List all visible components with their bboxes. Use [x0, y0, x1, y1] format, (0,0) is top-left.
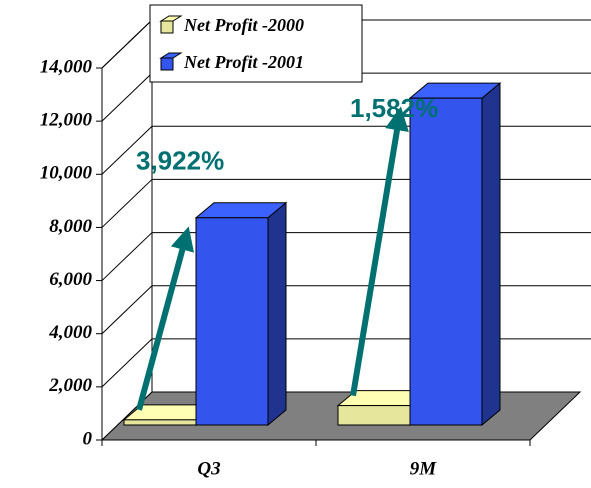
legend-swatch: [160, 57, 174, 71]
grid-line: [101, 72, 153, 122]
legend: [149, 4, 363, 83]
y-tick-label: 2,000: [48, 375, 92, 396]
bar-side: [267, 201, 287, 427]
grid-line: [101, 125, 153, 175]
grid-line: [101, 232, 153, 281]
bar-side: [481, 82, 501, 427]
grid-line: [101, 285, 153, 335]
x-tick-label: Q3: [197, 458, 220, 479]
annotation: 1,582%: [350, 93, 438, 123]
legend-label: Net Profit -2001: [183, 52, 304, 72]
growth-arrow: [350, 106, 409, 397]
back-wall: [101, 18, 153, 442]
x-tick-label: 9M: [410, 458, 438, 479]
bar: [195, 217, 269, 426]
growth-arrow: [136, 226, 195, 411]
grid-line: [101, 179, 153, 228]
grid-line: [101, 338, 153, 388]
y-tick-label: 6,000: [49, 269, 92, 290]
legend-swatch: [160, 20, 174, 34]
y-tick-label: 12,000: [40, 110, 93, 131]
grid-line: [101, 19, 153, 69]
y-tick-label: 10,000: [40, 163, 93, 184]
bar: [337, 405, 411, 426]
y-tick-label: 4,000: [48, 322, 92, 343]
y-tick-label: 14,000: [40, 56, 93, 77]
bar: [409, 97, 483, 426]
annotation: 3,922%: [136, 146, 224, 176]
bar: [123, 419, 197, 426]
legend-label: Net Profit -2000: [183, 15, 304, 35]
y-tick-label: 0: [83, 428, 93, 449]
y-tick-label: 8,000: [49, 216, 92, 237]
